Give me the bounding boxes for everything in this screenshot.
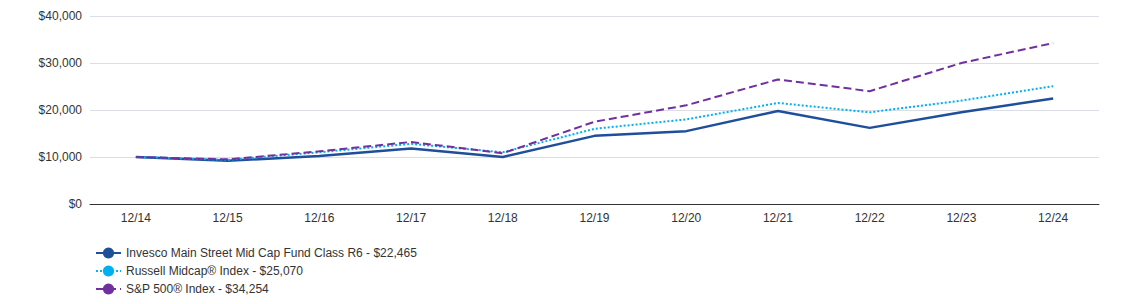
svg-text:$0: $0 (69, 197, 83, 211)
svg-text:12/16: 12/16 (304, 211, 334, 225)
svg-text:12/20: 12/20 (671, 211, 701, 225)
svg-text:12/19: 12/19 (579, 211, 609, 225)
svg-text:$20,000: $20,000 (39, 103, 83, 117)
svg-text:12/22: 12/22 (855, 211, 885, 225)
svg-text:12/21: 12/21 (763, 211, 793, 225)
svg-text:12/15: 12/15 (213, 211, 243, 225)
svg-text:$30,000: $30,000 (39, 56, 83, 70)
svg-text:12/17: 12/17 (396, 211, 426, 225)
svg-text:12/14: 12/14 (121, 211, 151, 225)
svg-text:Invesco Main Street Mid Cap Fu: Invesco Main Street Mid Cap Fund Class R… (126, 246, 417, 260)
svg-text:$40,000: $40,000 (39, 9, 83, 23)
svg-text:S&P 500® Index - $34,254: S&P 500® Index - $34,254 (126, 282, 269, 296)
svg-text:$10,000: $10,000 (39, 150, 83, 164)
svg-text:Russell Midcap® Index - $25,07: Russell Midcap® Index - $25,070 (126, 264, 303, 278)
svg-text:12/24: 12/24 (1038, 211, 1068, 225)
svg-text:12/18: 12/18 (488, 211, 518, 225)
svg-text:12/23: 12/23 (946, 211, 976, 225)
